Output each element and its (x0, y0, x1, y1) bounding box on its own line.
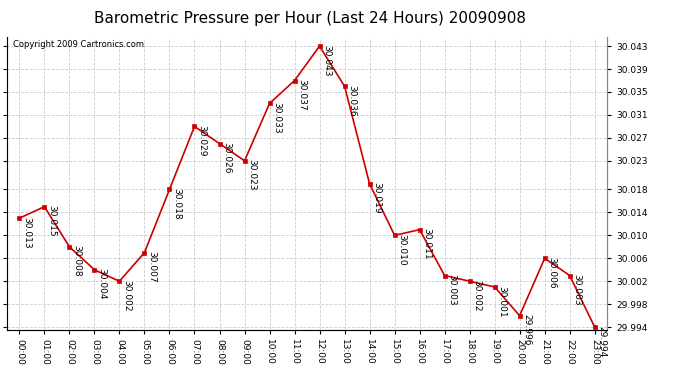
Text: 30.004: 30.004 (97, 268, 106, 300)
Text: 29.996: 29.996 (522, 314, 531, 346)
Text: 30.018: 30.018 (172, 188, 181, 220)
Text: 30.002: 30.002 (472, 280, 481, 311)
Text: Copyright 2009 Cartronics.com: Copyright 2009 Cartronics.com (13, 40, 144, 50)
Text: 30.006: 30.006 (547, 257, 556, 288)
Text: 29.994: 29.994 (597, 326, 606, 357)
Text: 30.003: 30.003 (447, 274, 456, 306)
Text: 30.019: 30.019 (372, 182, 381, 214)
Text: 30.007: 30.007 (147, 251, 156, 283)
Text: Barometric Pressure per Hour (Last 24 Hours) 20090908: Barometric Pressure per Hour (Last 24 Ho… (95, 11, 526, 26)
Text: 30.037: 30.037 (297, 79, 306, 111)
Text: 30.026: 30.026 (222, 142, 231, 174)
Text: 30.036: 30.036 (347, 85, 356, 117)
Text: 30.033: 30.033 (272, 102, 281, 134)
Text: 30.029: 30.029 (197, 125, 206, 156)
Text: 30.010: 30.010 (397, 234, 406, 266)
Text: 30.013: 30.013 (22, 217, 31, 248)
Text: 30.015: 30.015 (47, 205, 56, 237)
Text: 30.002: 30.002 (122, 280, 131, 311)
Text: 30.008: 30.008 (72, 246, 81, 277)
Text: 30.003: 30.003 (572, 274, 581, 306)
Text: 30.043: 30.043 (322, 45, 331, 76)
Text: 30.011: 30.011 (422, 228, 431, 260)
Text: 30.001: 30.001 (497, 286, 506, 317)
Text: 30.023: 30.023 (247, 159, 256, 191)
